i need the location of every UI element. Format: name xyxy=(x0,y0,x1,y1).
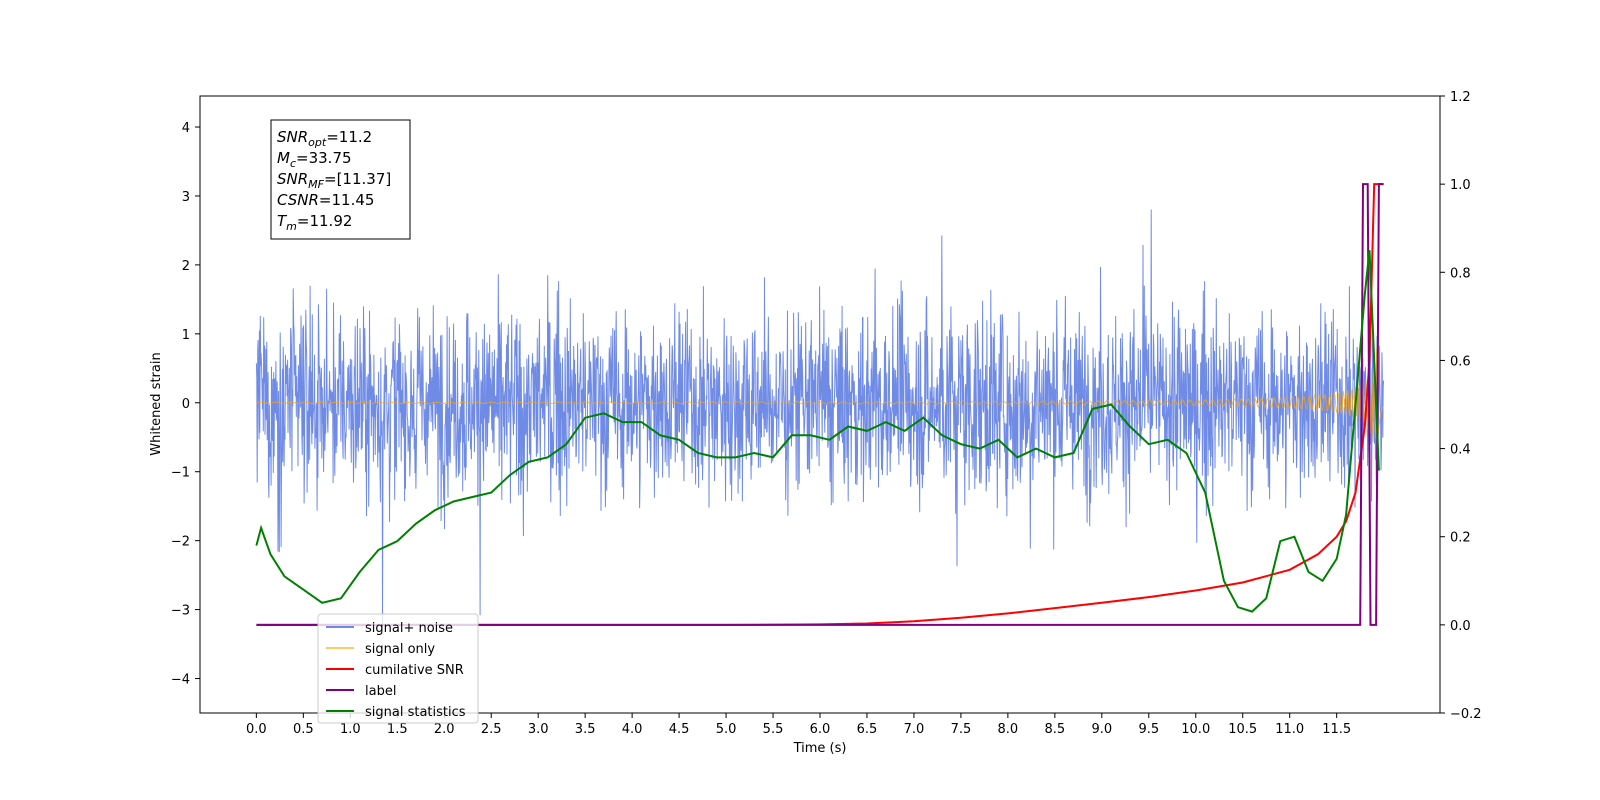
y-tick-label: −3 xyxy=(171,604,190,619)
x-tick-label: 0.0 xyxy=(246,722,267,737)
x-tick-label: 2.0 xyxy=(434,722,455,737)
annotation-box: SNRopt=11.2Mc=33.75SNRMF=[11.37]CSNR=11.… xyxy=(270,119,411,240)
x-tick-label: 0.5 xyxy=(293,722,314,737)
series-signal-statistics xyxy=(255,250,1380,613)
y2-tick-label: 0.4 xyxy=(1450,443,1471,458)
x-tick-label: 11.0 xyxy=(1275,722,1304,737)
annotation-value: =11.92 xyxy=(297,212,353,230)
x-tick-label: 4.5 xyxy=(669,722,690,737)
x-tick-label: 3.0 xyxy=(528,722,549,737)
y2-tick-label: 0.6 xyxy=(1450,354,1471,369)
plot-area xyxy=(255,183,1385,628)
annotation-subscript: MF xyxy=(308,178,324,191)
annotation-line: SNRopt=11.2 xyxy=(277,128,372,149)
legend: signal+ noise signal only cumilative SNR la… xyxy=(317,613,479,724)
annotation-symbol: T xyxy=(277,212,288,230)
y2-tick-label: 0.2 xyxy=(1450,531,1471,546)
annotation-value: =11.2 xyxy=(326,128,372,146)
x-axis: 0.0 0.5 1.0 1.5 2.0 2.5 3.0 3.5 4.0 4.5 5.0 5.5 6.0 6… xyxy=(246,713,1351,737)
y-tick-label: −2 xyxy=(171,535,190,550)
annotation-symbol: CSNR xyxy=(277,191,319,209)
annotation-subscript: m xyxy=(286,220,297,233)
series-label xyxy=(256,183,1384,626)
legend-label: signal only xyxy=(365,642,435,657)
annotation-subscript: c xyxy=(290,157,296,170)
series-signal-only xyxy=(256,348,1385,442)
x-tick-label: 9.5 xyxy=(1138,722,1159,737)
x-tick-label: 1.5 xyxy=(387,722,408,737)
x-tick-label: 7.5 xyxy=(951,722,972,737)
legend-label: signal statistics xyxy=(365,705,466,720)
annotation-line: Tm=11.92 xyxy=(277,212,352,233)
series-signal-noise xyxy=(255,209,1385,628)
x-tick-label: 6.5 xyxy=(857,722,878,737)
x-tick-label: 6.0 xyxy=(810,722,831,737)
annotation-symbol: M xyxy=(277,149,290,167)
annotation-symbol: SNR xyxy=(277,128,308,146)
x-tick-label: 5.5 xyxy=(763,722,784,737)
annotation-value: =[11.37] xyxy=(324,170,391,188)
y2-tick-label: −0.2 xyxy=(1450,707,1482,722)
x-tick-label: 7.0 xyxy=(904,722,925,737)
y2-tick-label: 1.2 xyxy=(1450,90,1471,105)
x-tick-label: 11.5 xyxy=(1322,722,1351,737)
y-axis-left: 4 3 2 1 0 −1 −2 −3 −4 xyxy=(171,121,200,688)
annotation-frame xyxy=(270,119,411,240)
annotation-line: Mc=33.75 xyxy=(277,149,352,170)
annotation-symbol: SNR xyxy=(277,170,308,188)
y-tick-label: 2 xyxy=(182,259,190,274)
annotation-line: SNRMF=[11.37] xyxy=(277,170,391,191)
x-tick-label: 3.5 xyxy=(575,722,596,737)
x-tick-label: 2.5 xyxy=(481,722,502,737)
y-tick-label: 0 xyxy=(182,397,190,412)
annotation-line: CSNR=11.45 xyxy=(277,191,374,209)
x-tick-label: 1.0 xyxy=(340,722,361,737)
y-tick-label: 3 xyxy=(182,190,190,205)
annotation-value: =33.75 xyxy=(296,149,352,167)
x-tick-label: 8.5 xyxy=(1045,722,1066,737)
x-tick-label: 8.0 xyxy=(998,722,1019,737)
y2-tick-label: 0.8 xyxy=(1450,266,1471,281)
x-tick-label: 10.0 xyxy=(1181,722,1210,737)
x-axis-label: Time (s) xyxy=(793,741,847,756)
y2-tick-label: 1.0 xyxy=(1450,178,1471,193)
y-tick-label: 1 xyxy=(182,328,190,343)
annotation-subscript: opt xyxy=(308,136,327,149)
y-axis-label: Whitened strain xyxy=(149,352,164,455)
x-tick-label: 4.0 xyxy=(622,722,643,737)
y-tick-label: −1 xyxy=(171,466,190,481)
legend-label: cumilative SNR xyxy=(365,663,464,678)
legend-label: signal+ noise xyxy=(365,621,453,636)
annotation-value: =11.45 xyxy=(319,191,375,209)
legend-frame xyxy=(317,613,479,724)
x-tick-label: 9.0 xyxy=(1091,722,1112,737)
y2-tick-label: 0.0 xyxy=(1450,619,1471,634)
y-tick-label: −4 xyxy=(171,673,190,688)
y-tick-label: 4 xyxy=(182,121,190,136)
x-tick-label: 10.5 xyxy=(1228,722,1257,737)
x-tick-label: 5.0 xyxy=(716,722,737,737)
y-axis-right: 1.2 1.0 0.8 0.6 0.4 0.2 0.0 −0.2 xyxy=(1440,90,1482,722)
legend-label: label xyxy=(365,684,396,699)
